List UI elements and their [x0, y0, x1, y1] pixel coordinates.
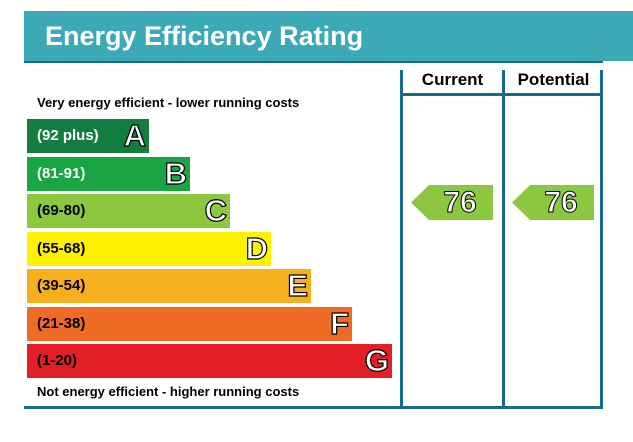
- band-d: (55-68) D: [27, 230, 271, 267]
- band-letter: F: [329, 305, 349, 341]
- band-range-label: (92 plus): [37, 127, 99, 144]
- band-e: (39-54) E: [27, 267, 311, 304]
- band-g: (1-20) G: [27, 342, 392, 379]
- frame-divider-right: [600, 70, 603, 408]
- band-range-label: (21-38): [37, 315, 86, 332]
- current-arrow-polygon: [411, 185, 493, 220]
- current-rating-value: 76: [443, 186, 477, 220]
- frame-bottom-line: [24, 406, 603, 409]
- frame-top-line: [24, 61, 603, 63]
- page-title: Energy Efficiency Rating: [24, 11, 633, 61]
- band-letter: E: [287, 267, 309, 303]
- caption-inefficient: Not energy efficient - higher running co…: [37, 384, 300, 399]
- band-letter: B: [164, 155, 188, 191]
- band-letter: D: [245, 230, 269, 266]
- band-c: (69-80) C: [27, 192, 230, 229]
- current-column-header: Current: [421, 70, 484, 89]
- band-f: (21-38) F: [27, 305, 352, 342]
- potential-arrow-polygon: [512, 185, 594, 220]
- band-range-label: (39-54): [37, 277, 86, 294]
- potential-rating-arrow: 76: [512, 185, 594, 220]
- caption-efficient: Very energy efficient - lower running co…: [37, 95, 300, 110]
- band-letter: A: [123, 117, 147, 153]
- band-range-label: (69-80): [37, 202, 86, 219]
- potential-rating-value: 76: [544, 186, 578, 220]
- band-letter: C: [204, 192, 228, 228]
- band-range-label: (1-20): [37, 352, 78, 369]
- frame-header-line: [400, 93, 603, 96]
- frame-divider-potential: [502, 70, 505, 408]
- band-b: (81-91) B: [27, 155, 190, 192]
- band-range-label: (55-68): [37, 240, 86, 257]
- current-arrow-shape: [411, 185, 493, 220]
- potential-column-header: Potential: [517, 70, 590, 89]
- band-a: (92 plus) A: [27, 117, 149, 154]
- frame-divider-current: [400, 70, 403, 408]
- current-rating-arrow: 76: [411, 185, 493, 220]
- potential-arrow-shape: [512, 185, 594, 220]
- band-range-label: (81-91): [37, 165, 86, 182]
- band-letter: G: [364, 342, 389, 378]
